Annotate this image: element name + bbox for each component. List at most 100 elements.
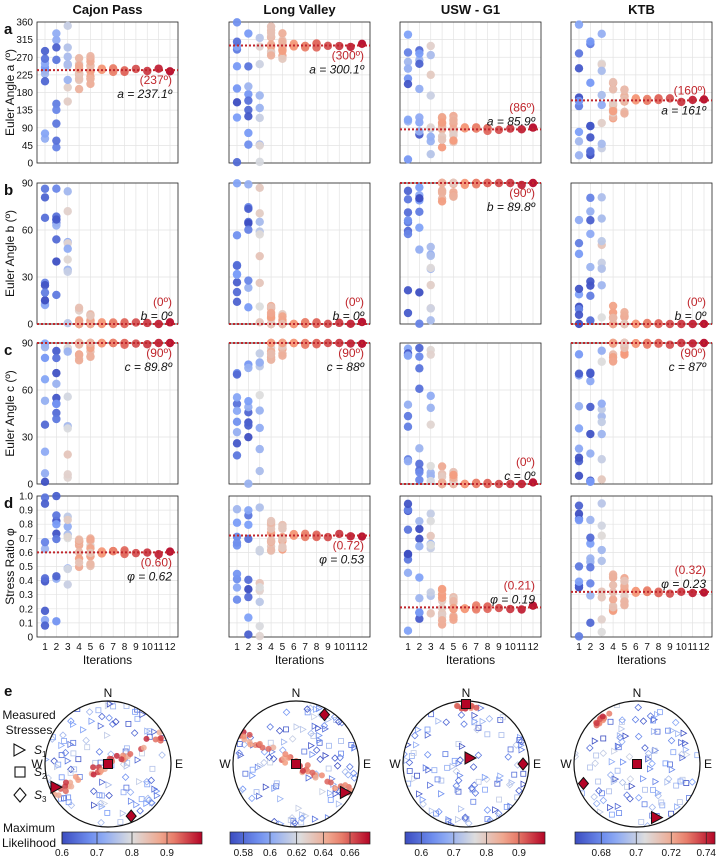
data-point <box>232 179 242 188</box>
estimate-label: b = 0º <box>333 309 365 323</box>
marker <box>248 794 256 803</box>
data-point <box>63 83 72 92</box>
data-point <box>255 42 264 51</box>
data-point <box>415 183 424 192</box>
data-point <box>244 421 253 430</box>
data-point <box>266 28 276 38</box>
data-point <box>426 242 435 252</box>
marker <box>413 741 420 749</box>
direction-n: N <box>633 686 642 700</box>
true-value-label: (0.72) <box>333 538 364 552</box>
marker <box>641 744 649 752</box>
data-point <box>403 229 413 239</box>
marker <box>235 749 243 757</box>
marker <box>344 771 352 779</box>
marker <box>126 788 135 796</box>
marker <box>341 768 350 776</box>
colorbar-tick-label: 0.58 <box>234 848 254 858</box>
data-point <box>232 231 242 240</box>
likelihood-blob <box>90 764 97 771</box>
panel-frame <box>570 21 713 164</box>
marker <box>616 732 624 740</box>
marker <box>650 727 658 736</box>
data-point <box>232 269 242 279</box>
y-tick-label: 0.5 <box>19 562 33 573</box>
x-tick-label: 11 <box>687 642 698 653</box>
data-point <box>255 318 264 327</box>
colorbar-rect <box>404 831 546 845</box>
data-point <box>323 338 333 348</box>
marker <box>646 754 652 761</box>
data-point <box>574 515 584 525</box>
marker <box>643 822 652 827</box>
data-point <box>597 214 606 223</box>
data-point <box>232 98 242 107</box>
data-point <box>255 183 264 192</box>
data-point <box>165 318 175 327</box>
data-point <box>300 318 310 327</box>
marker <box>350 774 359 782</box>
marker <box>457 711 466 719</box>
likelihood-blob <box>299 767 306 774</box>
data-point <box>357 39 367 49</box>
data-point <box>574 632 584 641</box>
legend-s2-icon <box>14 766 26 778</box>
direction-w: W <box>560 757 572 771</box>
data-point <box>437 197 447 206</box>
data-point <box>255 349 264 358</box>
data-point <box>63 424 72 433</box>
data-point <box>40 606 50 616</box>
marker <box>151 785 159 793</box>
likelihood-blob <box>324 778 331 785</box>
y-axis-label: Euler Angle c (º) <box>3 370 17 456</box>
marker <box>298 814 306 823</box>
data-point <box>312 318 321 328</box>
likelihood-blob <box>304 768 311 775</box>
data-point <box>403 155 413 164</box>
x-tick-label: 2 <box>417 642 423 653</box>
marker <box>475 778 482 785</box>
data-point <box>52 43 61 52</box>
marker <box>322 725 329 733</box>
true-value-label: (0.32) <box>675 563 706 577</box>
data-point <box>426 540 435 550</box>
data-point <box>255 423 264 433</box>
data-point <box>40 193 50 202</box>
marker <box>655 789 662 797</box>
measured-s2-marker <box>291 759 301 769</box>
marker <box>484 731 491 738</box>
colorbar-tick-label: 0.8 <box>479 848 493 858</box>
data-point <box>52 119 61 128</box>
data-point <box>426 461 435 471</box>
x-tick-label: 6 <box>291 642 297 653</box>
x-tick-label: 5 <box>622 642 628 653</box>
colorbar-tick-label: 0.8 <box>125 848 139 858</box>
marker <box>452 767 461 776</box>
marker <box>431 767 438 774</box>
marker <box>283 726 289 733</box>
data-point <box>63 255 72 264</box>
marker <box>668 726 676 735</box>
x-tick-label: 2 <box>246 642 252 653</box>
data-point <box>120 338 129 348</box>
data-point <box>232 297 242 306</box>
data-point <box>608 338 618 348</box>
marker <box>616 733 624 742</box>
data-point <box>63 187 72 196</box>
data-point <box>586 133 595 142</box>
marker <box>267 739 274 746</box>
data-point <box>255 278 264 288</box>
data-point <box>574 137 584 146</box>
data-point <box>586 262 595 272</box>
marker <box>277 795 284 803</box>
data-point <box>52 572 61 581</box>
likelihood-blob <box>62 779 69 786</box>
data-point <box>244 105 253 115</box>
x-tick-label: 9 <box>133 642 139 653</box>
data-point <box>52 414 61 424</box>
y-tick-label: 0.9 <box>19 506 33 517</box>
measured-s2-marker <box>461 699 471 709</box>
data-point <box>40 537 50 547</box>
panel-d-0: 00.10.20.30.40.50.60.70.80.91.01 2 3 4 5 6 7 8 9… <box>19 492 179 667</box>
panel-letter: c <box>4 342 12 359</box>
